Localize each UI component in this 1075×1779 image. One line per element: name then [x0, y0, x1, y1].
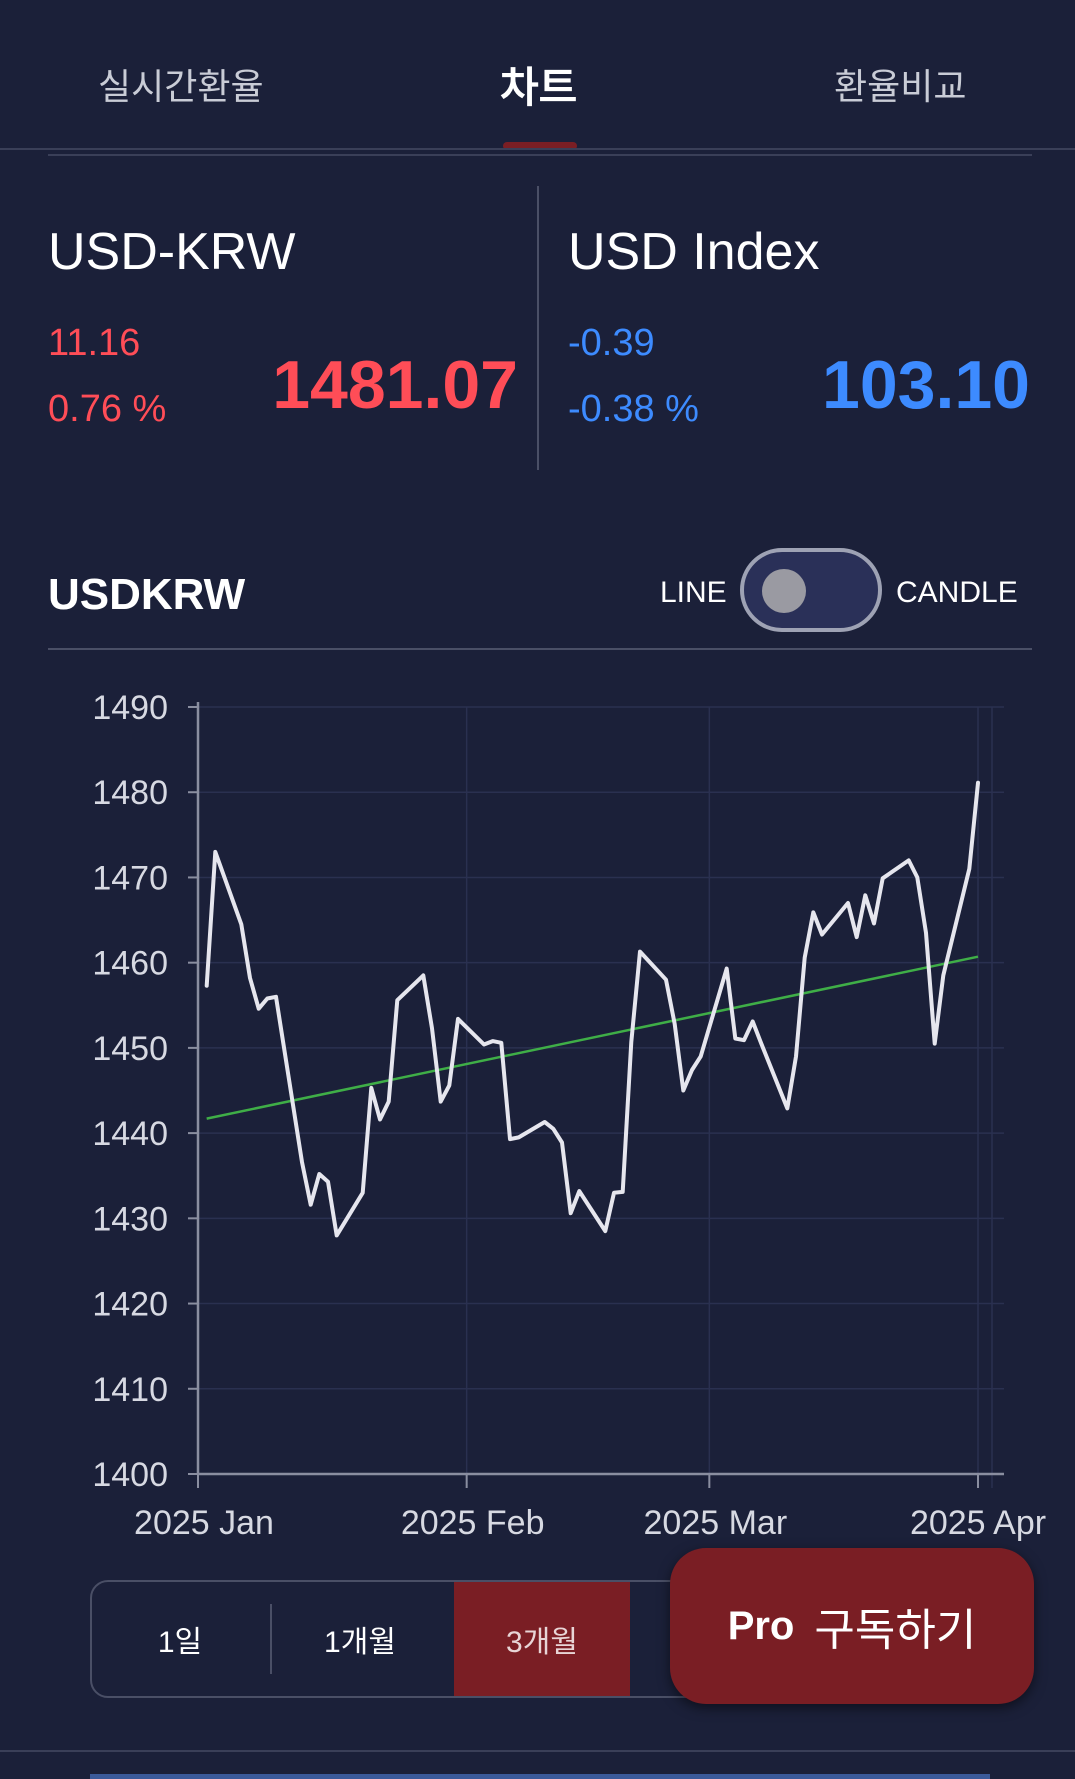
x-tick-label: 2025 Feb — [401, 1504, 545, 1542]
toggle-knob — [762, 569, 806, 613]
subscribe-label: 구독하기 — [814, 1606, 977, 1655]
tab-rate-compare[interactable]: 환율비교 — [834, 66, 967, 107]
price-series-line — [204, 780, 980, 1238]
quote-price: 103.10 — [822, 347, 1030, 423]
quote-change-percent: 0.76 % — [48, 388, 167, 430]
y-tick-label: 1470 — [92, 859, 168, 897]
period-1d-button[interactable]: 1일 — [157, 1626, 203, 1659]
x-tick-label: 2025 Apr — [910, 1504, 1046, 1542]
pro-subscribe-button[interactable]: Pro 구독하기 — [670, 1548, 1034, 1704]
quote-price: 1481.07 — [272, 347, 518, 423]
period-divider — [270, 1604, 272, 1674]
y-tick-label: 1490 — [92, 689, 168, 727]
y-tick-label: 1410 — [92, 1371, 168, 1409]
y-tick-label: 1400 — [92, 1456, 168, 1494]
y-tick-label: 1480 — [92, 774, 168, 812]
toggle-label-candle: CANDLE — [896, 576, 1018, 609]
quote-change: -0.39 — [568, 322, 655, 364]
toggle-label-line: LINE — [660, 576, 727, 609]
chart-type-toggle-group: LINE CANDLE — [660, 548, 1040, 632]
chart-title: USDKRW — [48, 570, 246, 619]
tab-realtime-rate[interactable]: 실시간환율 — [98, 66, 264, 107]
quote-name: USD Index — [568, 223, 820, 281]
top-tab-bar: 실시간환율 차트 환율비교 — [0, 0, 1075, 150]
quote-name: USD-KRW — [48, 223, 296, 281]
chart-header-divider — [48, 648, 1032, 650]
y-tick-label: 1420 — [92, 1286, 168, 1324]
x-tick-label: 2025 Mar — [644, 1504, 788, 1542]
bottom-banner-edge — [90, 1774, 990, 1779]
period-selector: 1일 1개월 3개월 — [90, 1580, 730, 1698]
quote-change-percent: -0.38 % — [568, 388, 699, 430]
tab-bar-divider — [0, 148, 1075, 150]
y-tick-label: 1440 — [92, 1115, 168, 1153]
usdkrw-line-chart[interactable]: 1400 1410 1420 1430 1440 1450 1460 1470 1480 1490… — [0, 660, 1075, 1550]
bottom-divider — [0, 1750, 1075, 1752]
tab-chart[interactable]: 차트 — [500, 64, 578, 111]
period-3m-button[interactable]: 3개월 — [454, 1582, 630, 1696]
x-tick-label: 2025 Jan — [134, 1504, 274, 1542]
quote-divider — [537, 186, 539, 470]
y-tick-label: 1450 — [92, 1030, 168, 1068]
quote-usd-krw[interactable]: USD-KRW 11.16 0.76 % 1481.07 — [48, 210, 518, 470]
y-tick-label: 1460 — [92, 945, 168, 983]
section-divider — [48, 154, 1032, 156]
period-1m-button[interactable]: 1개월 — [324, 1626, 396, 1659]
quote-usd-index[interactable]: USD Index -0.39 -0.38 % 103.10 — [568, 210, 1030, 470]
active-tab-indicator — [503, 142, 577, 150]
chart-type-toggle[interactable] — [740, 548, 882, 632]
quote-change: 11.16 — [48, 322, 141, 364]
pro-label: Pro — [727, 1603, 795, 1648]
y-tick-label: 1430 — [92, 1200, 168, 1238]
trend-line — [206, 955, 979, 1120]
